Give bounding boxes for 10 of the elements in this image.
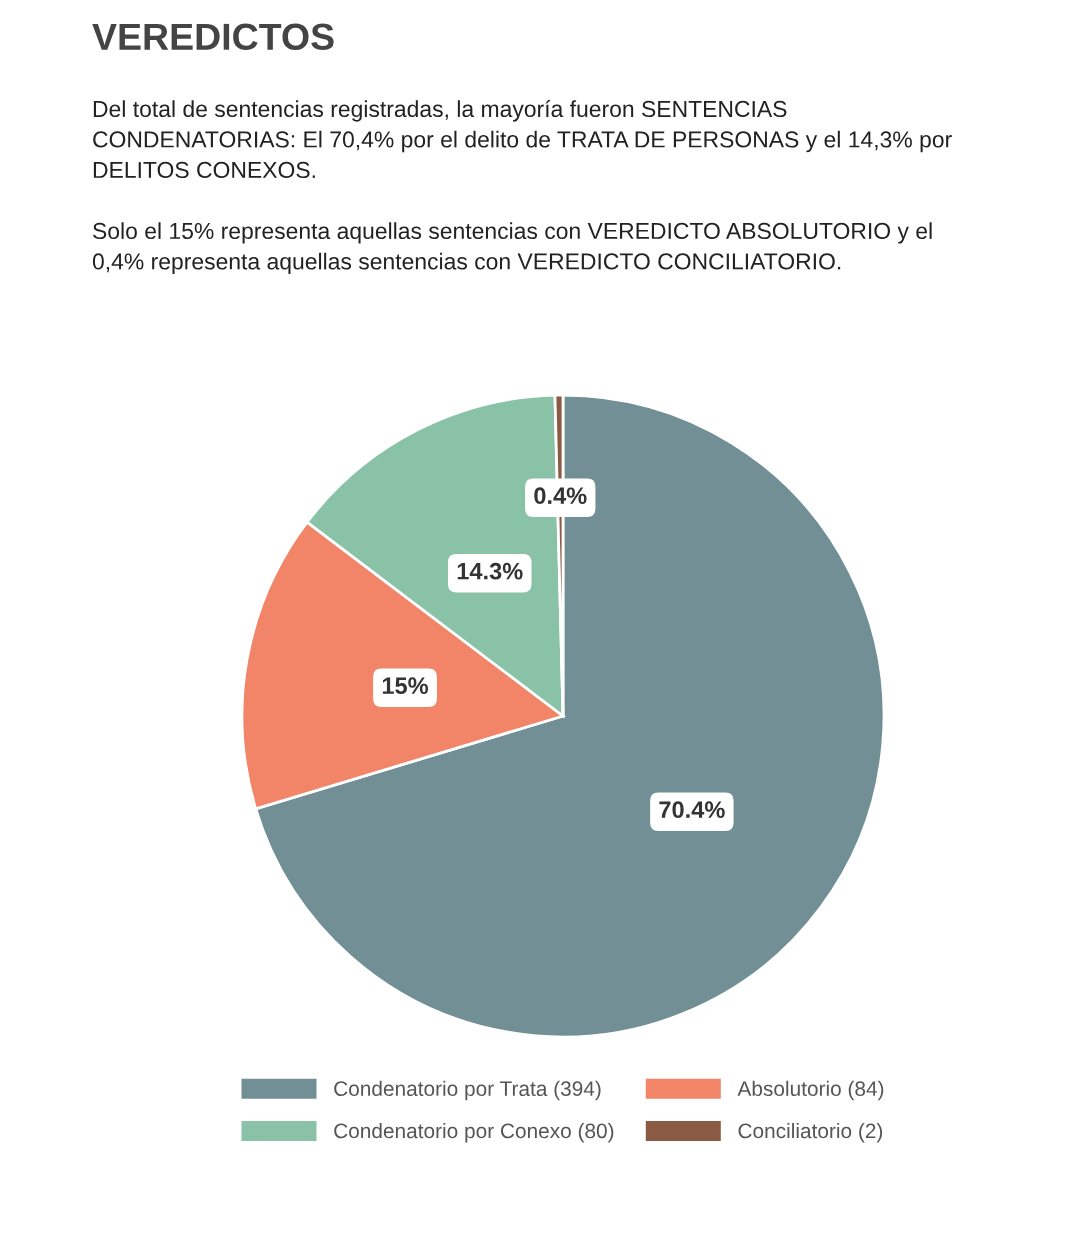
legend-label: Condenatorio por Trata (394) xyxy=(334,1080,601,1101)
legend-label: Absolutorio (84) xyxy=(737,1080,884,1101)
legend-label: Condenatorio por Conexo (80) xyxy=(334,1122,614,1143)
text: Del total de sentencias registradas, la mayoría fueron SENTENCIAS CONDENATORIAS: El 70,4% por el delito de TRATA DE PERSONAS y el 14,3% por DELITOS CONEXOS. Solo el 15% representa aquellas sentencias con VEREDICTO ABSOLUTORIO y el 0,4% representa aquellas sentencias con VEREDICTO CONCILIATORIO. xyxy=(92,100,952,275)
data-label: 0.4% xyxy=(534,487,587,505)
chart-title: VEREDICTOS xyxy=(92,23,334,51)
data-label: 70.4% xyxy=(659,801,725,819)
legend-label: Conciliatorio (2) xyxy=(738,1122,883,1143)
data-label: 15% xyxy=(382,677,429,695)
data-label: 14.3% xyxy=(457,562,523,580)
